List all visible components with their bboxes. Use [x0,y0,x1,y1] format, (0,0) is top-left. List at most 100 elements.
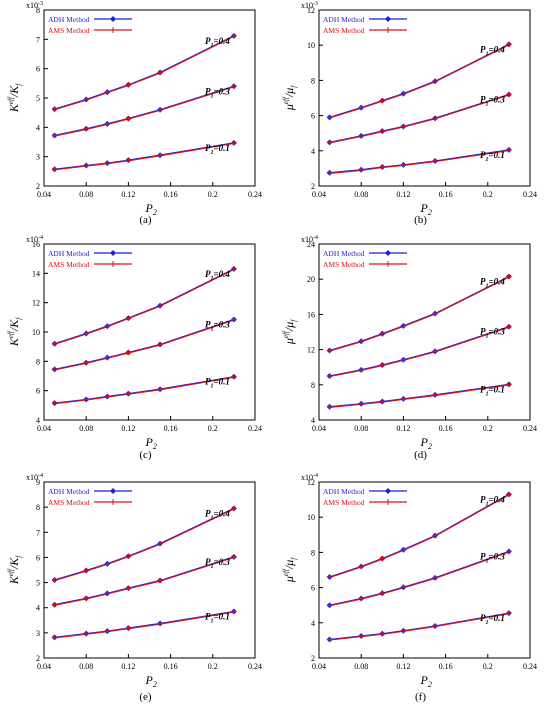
series-line-adh [329,43,510,118]
data-point-ams [432,392,438,398]
x-tick-label: 0.12 [396,190,410,199]
group-label-value: =0.3 [214,320,231,330]
data-point-ams [231,33,237,39]
x-tick-label: 0.16 [164,662,178,671]
chart-panel-b: 0.04 0.08 0.12 0.16 0.2 0.2424681012x10-3P2μe… [282,1,537,226]
exponent-base: x10 [26,235,38,244]
series-group-0.1: P1=0.1 [51,139,237,173]
group-label-sub: 1 [211,43,214,49]
group-label-sub: 1 [486,334,489,340]
y-axis-title-rest: /K [7,319,21,332]
data-point-ams [358,367,364,373]
group-label-main: P [480,44,486,54]
group-label-sub: 1 [486,157,489,163]
group-label: P1=0.4 [480,44,505,57]
data-point-ams [379,362,385,368]
series-group-0.4: P1=0.4 [51,265,237,347]
legend-label-ams: AMS Method [323,26,365,35]
group-label-value: =0.1 [489,613,505,623]
series-group-0.1: P1=0.1 [326,610,512,643]
series-line-adh [54,318,235,371]
legend: ADH Method AMS Method [48,249,132,269]
x-tick-label: 0.08 [354,424,368,433]
group-label: P1=0.4 [205,508,230,521]
data-point-ams [83,126,89,132]
group-label-main: P [205,36,211,46]
group-label-value: =0.4 [214,269,231,279]
legend-label-ams: AMS Method [48,498,90,507]
series-line-adh [329,550,510,606]
data-point-ams [104,121,110,127]
group-label-sub: 1 [486,620,489,626]
data-point-ams [52,341,58,347]
y-axis-title-rest-sub: f [15,317,23,320]
group-label: P1=0.4 [205,36,230,49]
series-group-0.1: P1=0.1 [326,146,512,176]
data-point-ams [432,623,438,629]
series-group-0.3: P1=0.3 [51,83,237,139]
y-tick-label: 2 [311,182,315,191]
y-axis-title: Keff/Kf [7,555,23,585]
series-line-adh [54,376,235,404]
y-axis-title-rest-sub: f [290,557,298,560]
group-label-value: =0.3 [489,94,506,104]
y-tick-label: 8 [311,76,315,85]
data-point-ams [125,350,131,356]
group-label-value: =0.1 [214,611,230,621]
series-line-ams [54,86,235,137]
x-axis-title: P2 [145,201,157,217]
data-point-ams [432,158,438,164]
series-group-0.1: P1=0.1 [51,373,237,407]
group-label-sub: 1 [211,564,214,570]
plot-frame [43,481,256,659]
group-label: P1=0.4 [480,494,505,507]
y-tick-label: 3 [36,629,40,638]
x-axis-title-sub: 2 [153,442,157,451]
legend-label-adh: ADH Method [48,249,90,258]
series-line-ams [329,551,510,607]
data-point-ams [327,114,333,120]
x-tick-label: 0.24 [248,424,262,433]
y-axis-title-rest: /K [7,85,21,98]
x-tick-label: 0.24 [248,662,262,671]
x-axis-title-sub: 2 [153,208,157,217]
y-tick-label: 10 [307,41,315,50]
data-point-ams [231,374,237,380]
y-axis-title-main: K [7,337,21,347]
plot-frame [318,481,531,659]
group-label-sub: 1 [211,93,214,99]
x-tick-label: 0.2 [208,190,218,199]
group-label: P1=0.3 [205,86,230,99]
x-axis-title-sub: 2 [153,680,157,689]
data-point-ams [104,160,110,166]
data-point-ams [358,105,364,111]
data-point-ams [125,157,131,163]
data-point-ams [432,78,438,84]
data-point-ams [231,608,237,614]
legend-marker-ams [385,27,391,33]
y-tick-label: 8 [36,357,40,366]
exponent-power: -4 [313,473,318,479]
data-point-ams [231,266,237,272]
legend-marker-adh [385,250,391,256]
series-group-0.3: P1=0.3 [326,323,512,379]
data-point-ams [379,631,385,637]
y-tick-label: 8 [311,381,315,390]
data-point-ams [52,166,58,172]
panel-caption: (e) [139,691,152,703]
group-label-main: P [480,94,486,104]
data-point-ams [104,590,110,596]
group-label: P1=0.1 [205,611,230,624]
legend-label-ams: AMS Method [48,260,90,269]
group-label-sub: 1 [486,101,489,107]
y-tick-label: 12 [307,478,315,487]
series-group-0.1: P1=0.1 [51,608,237,641]
series-group-0.4: P1=0.4 [326,273,512,354]
data-point-ams [52,634,58,640]
data-point-ams [506,41,512,47]
y-tick-label: 2 [311,654,315,663]
exponent-power: -3 [313,1,318,7]
group-label-main: P [480,277,486,287]
panel-caption: (d) [414,449,427,461]
group-label: P1=0.3 [205,557,230,570]
